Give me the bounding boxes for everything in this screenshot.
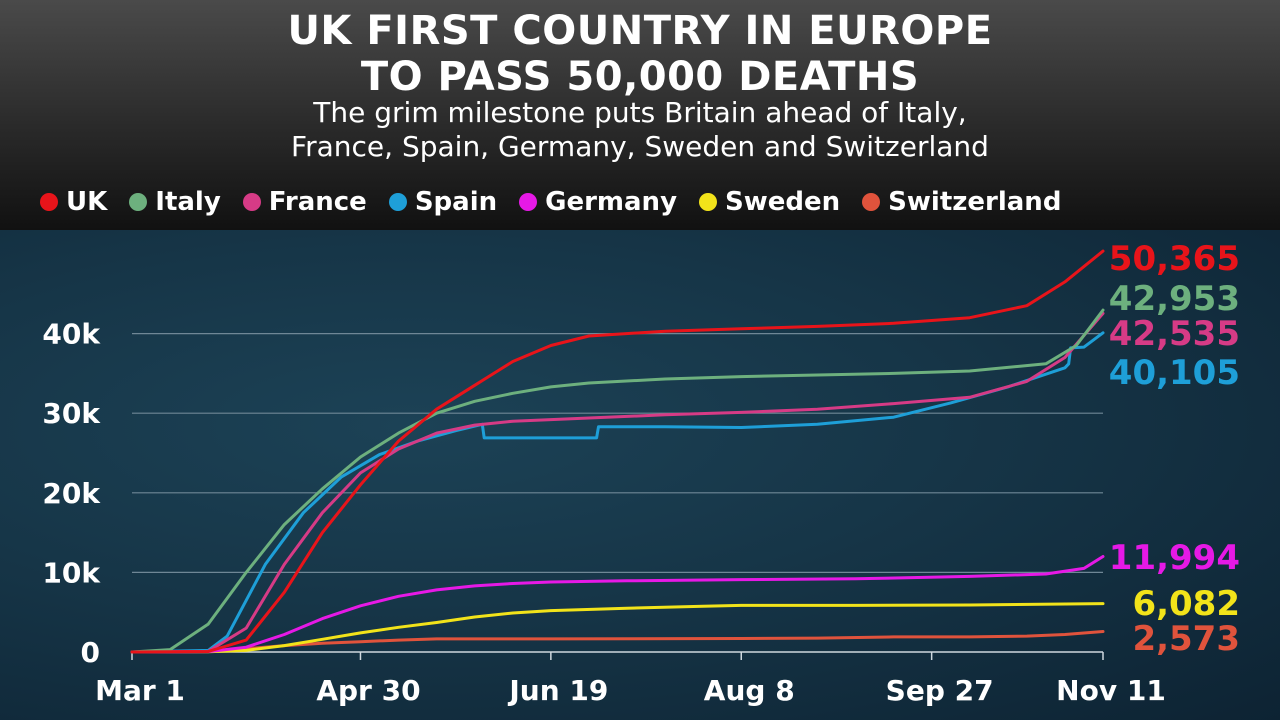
- legend-label: Switzerland: [888, 187, 1062, 217]
- legend-label: UK: [66, 187, 108, 217]
- legend-swatch: [699, 193, 718, 211]
- legend-item-france: France: [242, 187, 367, 217]
- data-label-sweden: 6,082: [1132, 584, 1240, 624]
- data-label-france: 42,535: [1109, 314, 1240, 354]
- header: UK FIRST COUNTRY IN EUROPE TO PASS 50,00…: [0, 0, 1280, 230]
- series-line-sweden: [130, 602, 1105, 654]
- legend-item-italy: Italy: [129, 187, 221, 217]
- series-line-spain: [130, 331, 1105, 654]
- title-line-2: TO PASS 50,000 DEATHS: [360, 54, 920, 100]
- legend-label: Italy: [155, 187, 221, 217]
- legend-label: France: [268, 187, 367, 217]
- series-line-germany: [130, 555, 1105, 654]
- x-tick-label: Jun 19: [507, 674, 608, 707]
- chart-legend: UK Italy France Spain Germany Sweden Switzerla…: [40, 180, 1061, 224]
- y-tick-label: 0: [81, 636, 100, 669]
- y-tick-label: 20k: [42, 477, 101, 510]
- x-tick-label: Aug 8: [704, 674, 795, 707]
- legend-item-switzerland: Switzerland: [862, 187, 1061, 217]
- x-tick-label: Sep 27: [886, 674, 994, 707]
- series-line-france: [130, 311, 1105, 654]
- data-label-italy: 42,953: [1109, 279, 1240, 319]
- y-tick-label: 40k: [42, 318, 101, 351]
- legend-item-uk: UK: [40, 187, 107, 217]
- x-tick-label: Mar 1: [95, 674, 185, 707]
- series-line-italy: [130, 308, 1105, 654]
- legend-swatch: [862, 193, 881, 211]
- subtitle: The grim milestone puts Britain ahead of…: [0, 96, 1280, 164]
- page-title: UK FIRST COUNTRY IN EUROPE TO PASS 50,00…: [0, 8, 1280, 100]
- data-label-spain: 40,105: [1109, 353, 1240, 393]
- x-tick-label: Nov 11: [1056, 674, 1166, 707]
- y-tick-label: 10k: [42, 556, 101, 589]
- legend-item-sweden: Sweden: [699, 187, 840, 217]
- legend-label: Spain: [414, 187, 498, 217]
- data-label-germany: 11,994: [1109, 538, 1240, 578]
- legend-swatch: [242, 193, 261, 211]
- title-line-1: UK FIRST COUNTRY IN EUROPE: [287, 8, 993, 54]
- series-line-switzerland: [130, 630, 1105, 654]
- legend-item-spain: Spain: [388, 187, 498, 217]
- legend-label: Sweden: [725, 187, 841, 217]
- subtitle-line-1: The grim milestone puts Britain ahead of…: [313, 96, 967, 129]
- subtitle-line-2: France, Spain, Germany, Sweden and Switz…: [291, 130, 989, 163]
- data-label-switzerland: 2,573: [1132, 619, 1240, 659]
- data-label-uk: 50,365: [1109, 239, 1240, 279]
- legend-item-germany: Germany: [519, 187, 677, 217]
- legend-swatch: [129, 193, 148, 211]
- legend-label: Germany: [545, 187, 678, 217]
- legend-swatch: [519, 193, 538, 211]
- y-tick-label: 30k: [42, 397, 101, 430]
- legend-swatch: [388, 193, 407, 211]
- series-line-uk: [130, 249, 1105, 654]
- x-tick-label: Apr 30: [316, 674, 420, 707]
- legend-swatch: [40, 193, 58, 211]
